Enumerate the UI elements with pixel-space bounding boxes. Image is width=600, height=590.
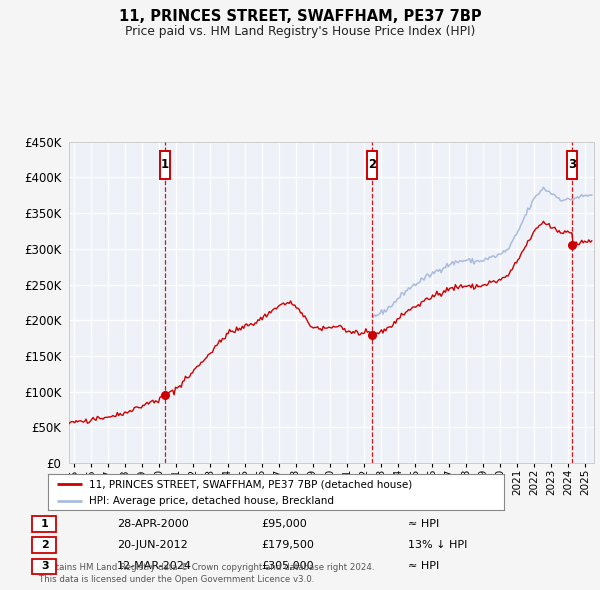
Text: 1: 1: [41, 519, 49, 529]
Text: 11, PRINCES STREET, SWAFFHAM, PE37 7BP (detached house): 11, PRINCES STREET, SWAFFHAM, PE37 7BP (…: [89, 479, 412, 489]
Text: 13% ↓ HPI: 13% ↓ HPI: [408, 540, 467, 550]
Text: 2: 2: [41, 540, 49, 550]
Text: ≈ HPI: ≈ HPI: [408, 562, 439, 571]
Text: 2: 2: [368, 158, 376, 172]
Text: Contains HM Land Registry data © Crown copyright and database right 2024.
This d: Contains HM Land Registry data © Crown c…: [39, 563, 374, 584]
Text: ≈ HPI: ≈ HPI: [408, 519, 439, 529]
Text: £179,500: £179,500: [261, 540, 314, 550]
FancyBboxPatch shape: [160, 151, 170, 179]
Text: £305,000: £305,000: [261, 562, 314, 571]
Text: Price paid vs. HM Land Registry's House Price Index (HPI): Price paid vs. HM Land Registry's House …: [125, 25, 475, 38]
Text: 28-APR-2000: 28-APR-2000: [117, 519, 189, 529]
Text: 1: 1: [161, 158, 169, 172]
Text: 12-MAR-2024: 12-MAR-2024: [117, 562, 192, 571]
Text: 3: 3: [41, 562, 49, 571]
Text: 20-JUN-2012: 20-JUN-2012: [117, 540, 188, 550]
Text: 11, PRINCES STREET, SWAFFHAM, PE37 7BP: 11, PRINCES STREET, SWAFFHAM, PE37 7BP: [119, 9, 481, 24]
Text: £95,000: £95,000: [261, 519, 307, 529]
Text: 3: 3: [568, 158, 576, 172]
FancyBboxPatch shape: [568, 151, 577, 179]
FancyBboxPatch shape: [367, 151, 377, 179]
Text: HPI: Average price, detached house, Breckland: HPI: Average price, detached house, Brec…: [89, 496, 334, 506]
